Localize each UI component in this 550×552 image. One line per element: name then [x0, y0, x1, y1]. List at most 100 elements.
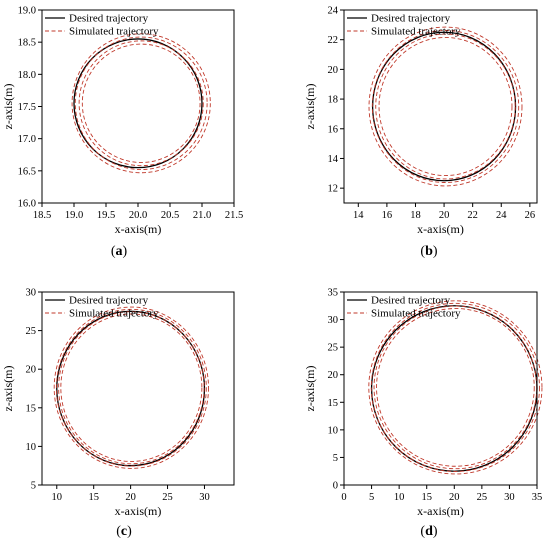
x-tick-label: 18 — [410, 210, 421, 221]
legend-label-simulated: Simulated trajectory — [69, 26, 159, 38]
y-axis-label: z-axis(m) — [1, 84, 15, 130]
y-tick-label: 14 — [328, 154, 339, 165]
y-tick-label: 17.0 — [18, 134, 36, 145]
y-tick-label: 25 — [26, 326, 37, 337]
x-tick-label: 14 — [353, 210, 364, 221]
desired-trajectory-d-0 — [370, 305, 538, 472]
x-tick-label: 25 — [477, 492, 488, 503]
x-tick-label: 19.0 — [65, 210, 83, 221]
y-tick-label: 16.5 — [18, 166, 36, 177]
y-tick-label: 10 — [328, 425, 339, 436]
x-tick-label: 20 — [439, 210, 450, 221]
x-axis-label: x-axis(m) — [115, 222, 162, 236]
simulated-trajectory-b-0 — [378, 37, 513, 176]
y-tick-label: 12 — [328, 184, 339, 195]
y-tick-label: 17.5 — [18, 102, 36, 113]
y-tick-label: 22 — [328, 35, 339, 46]
legend-label-desired: Desired trajectory — [371, 13, 451, 25]
legend-label-desired: Desired trajectory — [69, 295, 149, 307]
simulated-trajectory-c-2 — [55, 308, 207, 467]
x-tick-label: 10 — [394, 492, 405, 503]
y-tick-label: 24 — [328, 6, 339, 17]
panel-caption-c: (c) — [116, 524, 132, 539]
x-tick-label: 5 — [369, 492, 374, 503]
chart-panel-d: 0 5 10 15 20 25 30 35 0 5 10 15 20 25 30 35 x-axis(m) z-a… — [303, 288, 543, 539]
x-tick-label: 26 — [525, 210, 536, 221]
simulated-trajectory-d-0 — [376, 308, 535, 467]
desired-trajectory-b-0 — [371, 31, 517, 182]
y-tick-label: 15 — [26, 403, 37, 414]
panel-caption-d: (d) — [420, 524, 437, 539]
simulated-trajectory-a-3 — [71, 33, 211, 174]
y-axis-label: z-axis(m) — [303, 84, 317, 130]
x-tick-label: 10 — [52, 492, 63, 503]
y-tick-label: 30 — [328, 315, 339, 326]
simulated-trajectory-c-1 — [58, 311, 205, 465]
legend-label-desired: Desired trajectory — [69, 13, 149, 25]
x-axis-label: x-axis(m) — [417, 222, 464, 236]
y-tick-label: 0 — [333, 481, 338, 492]
x-tick-label: 21.0 — [193, 210, 211, 221]
y-tick-label: 5 — [333, 453, 338, 464]
simulated-trajectory-a-0 — [81, 43, 201, 163]
x-tick-label: 25 — [162, 492, 173, 503]
x-tick-label: 20.0 — [129, 210, 147, 221]
x-tick-label: 19.5 — [97, 210, 115, 221]
y-tick-label: 20 — [328, 65, 339, 76]
plot-frame-d — [343, 291, 538, 486]
y-tick-label: 20 — [26, 365, 37, 376]
y-tick-label: 15 — [328, 398, 339, 409]
plot-frame-c — [41, 291, 235, 486]
x-tick-label: 0 — [341, 492, 346, 503]
chart-panel-c: 10 15 20 25 30 5 10 15 20 25 30 x-axis(m) z-axis(m) D… — [1, 288, 235, 539]
x-tick-label: 35 — [532, 492, 543, 503]
y-tick-label: 35 — [328, 288, 339, 299]
simulated-trajectory-d-2 — [370, 302, 540, 472]
x-tick-label: 22 — [467, 210, 478, 221]
x-tick-label: 20.5 — [161, 210, 179, 221]
chart-panel-a: 18.5 19.0 19.5 20.0 20.5 21.0 21.5 16.0 16.5 17.0… — [1, 6, 243, 260]
x-tick-label: 30 — [504, 492, 515, 503]
y-tick-label: 16.0 — [18, 199, 36, 210]
y-tick-label: 5 — [31, 481, 36, 492]
simulated-trajectory-c-3 — [53, 306, 209, 469]
x-axis-label: x-axis(m) — [115, 504, 162, 518]
x-tick-label: 18.5 — [33, 210, 51, 221]
simulated-trajectory-d-3 — [368, 300, 543, 475]
plot-frame-b — [343, 9, 538, 204]
panel-caption-b: (b) — [420, 244, 437, 259]
x-tick-label: 16 — [382, 210, 393, 221]
simulated-trajectory-b-1 — [375, 33, 516, 180]
y-tick-label: 30 — [26, 288, 37, 299]
desired-trajectory-a-0 — [73, 38, 203, 169]
y-tick-label: 19.0 — [18, 6, 36, 17]
x-tick-label: 15 — [88, 492, 99, 503]
x-tick-label: 20 — [125, 492, 136, 503]
legend-label-simulated: Simulated trajectory — [69, 308, 159, 320]
x-tick-label: 30 — [199, 492, 210, 503]
simulated-trajectory-b-2 — [371, 30, 520, 183]
x-axis-label: x-axis(m) — [417, 504, 464, 518]
legend-label-desired: Desired trajectory — [371, 295, 451, 307]
chart-panel-b: 14 16 18 20 22 24 26 12 14 16 18 20 22 24 x-axis(m) z-a… — [303, 6, 538, 259]
panel-caption-a: (a) — [111, 244, 128, 259]
x-tick-label: 15 — [421, 492, 432, 503]
legend-label-simulated: Simulated trajectory — [371, 308, 461, 320]
y-tick-label: 10 — [26, 442, 37, 453]
simulated-trajectory-c-0 — [60, 313, 203, 462]
simulated-trajectory-a-1 — [78, 40, 204, 167]
y-tick-label: 18.0 — [18, 70, 36, 81]
x-tick-label: 20 — [449, 492, 460, 503]
y-axis-label: z-axis(m) — [1, 366, 15, 412]
simulated-trajectory-b-3 — [368, 26, 523, 187]
y-tick-label: 25 — [328, 343, 339, 354]
legend-label-simulated: Simulated trajectory — [371, 26, 461, 38]
y-tick-label: 20 — [328, 370, 339, 381]
y-axis-label: z-axis(m) — [303, 366, 317, 412]
y-tick-label: 18 — [328, 95, 339, 106]
y-tick-label: 18.5 — [18, 38, 36, 49]
x-tick-label: 24 — [496, 210, 507, 221]
y-tick-label: 16 — [328, 124, 339, 135]
